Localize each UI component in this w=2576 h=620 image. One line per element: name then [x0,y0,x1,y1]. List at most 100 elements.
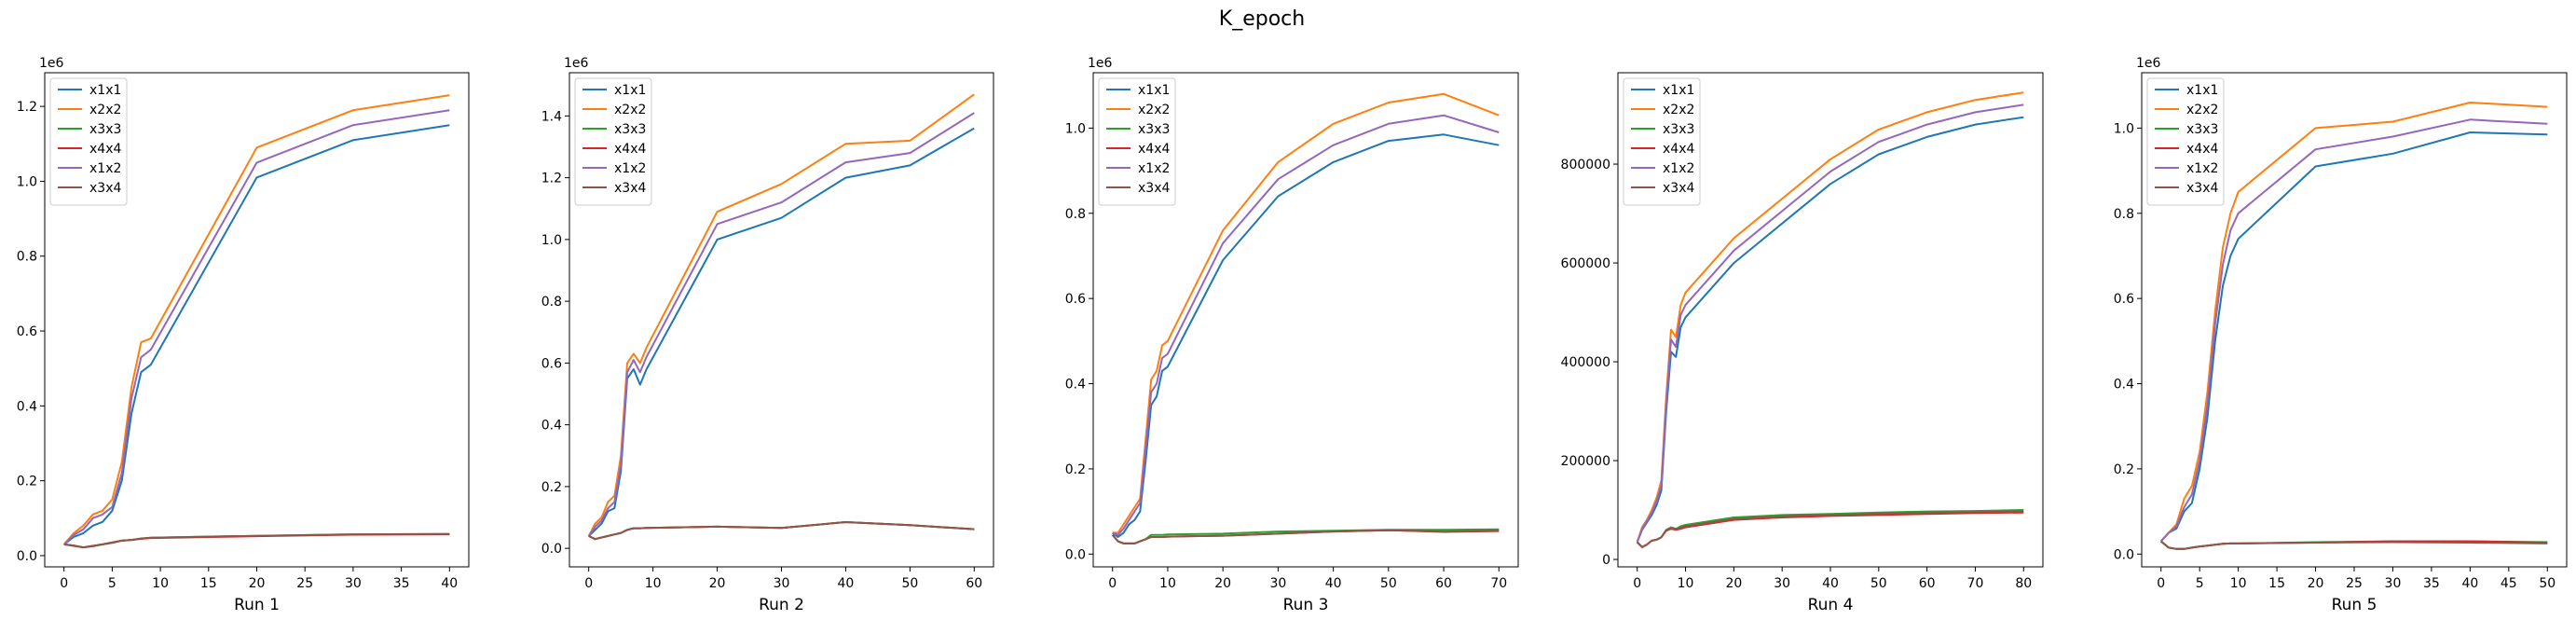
x-tick-label: 0 [60,576,68,591]
series-line-x2x2 [62,94,450,545]
subplot-5: 0 5 10 15 20 25 30 35 40 45 50 0.0 0.2 0.4 0.6 0.8 1.0 1e… [2114,56,2568,614]
series-line-x1x2 [587,112,975,537]
x-tick-label: 10 [1159,576,1176,591]
axes-frame [569,72,994,568]
y-tick-label: 1.2 [541,172,562,186]
legend-label-x2x2: x2x2 [614,103,646,117]
x-tick-label: 5 [108,576,116,591]
series-line-x1x2 [63,109,450,545]
subplots: 0 5 10 15 20 25 30 35 40 0.0 0.2 0.4 0.6 0.8 1.0 1.2 1e6… [17,56,2568,614]
legend-label-x1x1: x1x1 [614,83,646,98]
axes-frame [1617,72,2044,568]
legend: x1x1 x2x2 x3x3 x4x4 x1x2 x3x4 [574,77,652,206]
y-tick-label: 0.0 [17,549,37,564]
y-tick-label: 200000 [1561,454,1610,469]
x-tick-label: 40 [1822,576,1839,591]
series-line-x1x1 [63,124,450,545]
series-line-x1x1 [588,127,975,537]
x-tick-label: 35 [393,576,410,591]
axes-frame [1092,72,1519,568]
series-line-x3x4 [2160,540,2548,550]
legend-label-x3x4: x3x4 [89,181,121,196]
x-tick-label: 20 [1725,576,1742,591]
y-tick-label: 1.2 [17,100,37,115]
x-tick-label: 60 [1435,576,1452,591]
x-tick-label: 15 [200,576,217,591]
x-tick-label: 15 [2268,576,2285,591]
y-tick-label: 1.4 [541,109,562,124]
legend-label-x2x2: x2x2 [1663,103,1694,117]
x-tick-label: 60 [1919,576,1936,591]
x-axis-label: Run 1 [234,596,280,614]
y-axis-multiplier: 1e6 [1088,56,1113,71]
legend-label-x2x2: x2x2 [2186,103,2218,117]
y-tick-label: 0.0 [541,542,562,557]
x-tick-label: 20 [249,576,266,591]
x-tick-label: 30 [1774,576,1790,591]
series-line-x3x4 [1636,510,2024,548]
x-tick-label: 70 [1967,576,1984,591]
y-tick-label: 0.6 [17,324,37,339]
series-line-x3x4 [588,521,975,541]
y-tick-label: 0.6 [541,356,562,371]
y-tick-label: 0.4 [17,399,37,414]
legend-label-x1x2: x1x2 [614,161,646,176]
y-tick-label: 0.4 [1065,378,1086,393]
legend-label-x3x3: x3x3 [1138,122,1170,137]
x-tick-label: 10 [2230,576,2247,591]
y-tick-label: 1.0 [17,174,37,189]
legend: x1x1 x2x2 x3x3 x4x4 x1x2 x3x4 [49,77,128,206]
series-line-x1x1 [2159,131,2548,543]
x-tick-label: 40 [1325,576,1342,591]
legend-label-x4x4: x4x4 [89,142,121,157]
legend-label-x4x4: x4x4 [2186,142,2218,157]
x-tick-label: 45 [2501,576,2517,591]
x-tick-label: 10 [645,576,662,591]
y-tick-label: 0.2 [1065,462,1086,477]
x-tick-label: 40 [838,576,855,591]
x-tick-label: 50 [901,576,918,591]
y-axis-multiplier: 1e6 [2136,56,2161,71]
y-tick-label: 0.0 [2114,547,2134,562]
subplot-2: 0 10 20 30 40 50 60 0.0 0.2 0.4 0.6 0.8 1.0 1.2 1.4 1e6… [541,56,994,614]
series-line-x1x1 [1636,116,2024,543]
y-tick-label: 0.2 [2114,462,2134,477]
legend-label-x3x4: x3x4 [1138,181,1170,196]
y-axis-multiplier: 1e6 [564,56,589,71]
x-tick-label: 35 [2423,576,2440,591]
x-axis-label: Run 4 [1808,596,1854,614]
x-tick-label: 50 [2539,576,2555,591]
x-tick-label: 10 [152,576,169,591]
series-line-x1x2 [1112,114,1500,536]
y-tick-label: 600000 [1561,256,1610,271]
legend-label-x2x2: x2x2 [1138,103,1170,117]
y-tick-label: 400000 [1561,355,1610,370]
legend-label-x1x2: x1x2 [1663,161,1694,176]
legend-label-x1x2: x1x2 [1138,161,1170,176]
x-tick-label: 20 [709,576,726,591]
y-axis-multiplier: 1e6 [39,56,64,71]
x-tick-label: 10 [1678,576,1694,591]
x-tick-label: 40 [441,576,458,591]
x-axis-label: Run 3 [1283,596,1329,614]
x-tick-label: 0 [584,576,593,591]
legend-label-x1x2: x1x2 [2186,161,2218,176]
series-line-x1x2 [1636,103,2024,543]
x-tick-label: 5 [2196,576,2204,591]
legend: x1x1 x2x2 x3x3 x4x4 x1x2 x3x4 [1098,77,1176,206]
x-tick-label: 60 [966,576,982,591]
y-tick-label: 1.0 [1065,121,1086,136]
subplot-4: 0 10 20 30 40 50 60 70 80 0 200000 400000 600000 8000… [1561,72,2044,614]
y-tick-label: 0.6 [2114,292,2134,307]
series-line-x2x2 [2159,102,2548,543]
x-tick-label: 0 [2157,576,2165,591]
legend-label-x1x2: x1x2 [89,161,121,176]
y-tick-label: 0.8 [541,295,562,310]
x-tick-label: 50 [1380,576,1397,591]
legend: x1x1 x2x2 x3x3 x4x4 x1x2 x3x4 [1623,77,1701,206]
x-tick-label: 25 [2346,576,2363,591]
x-tick-label: 30 [345,576,362,591]
legend-label-x3x3: x3x3 [1663,122,1694,137]
legend-label-x3x4: x3x4 [2186,181,2218,196]
y-tick-label: 0.4 [541,419,562,434]
